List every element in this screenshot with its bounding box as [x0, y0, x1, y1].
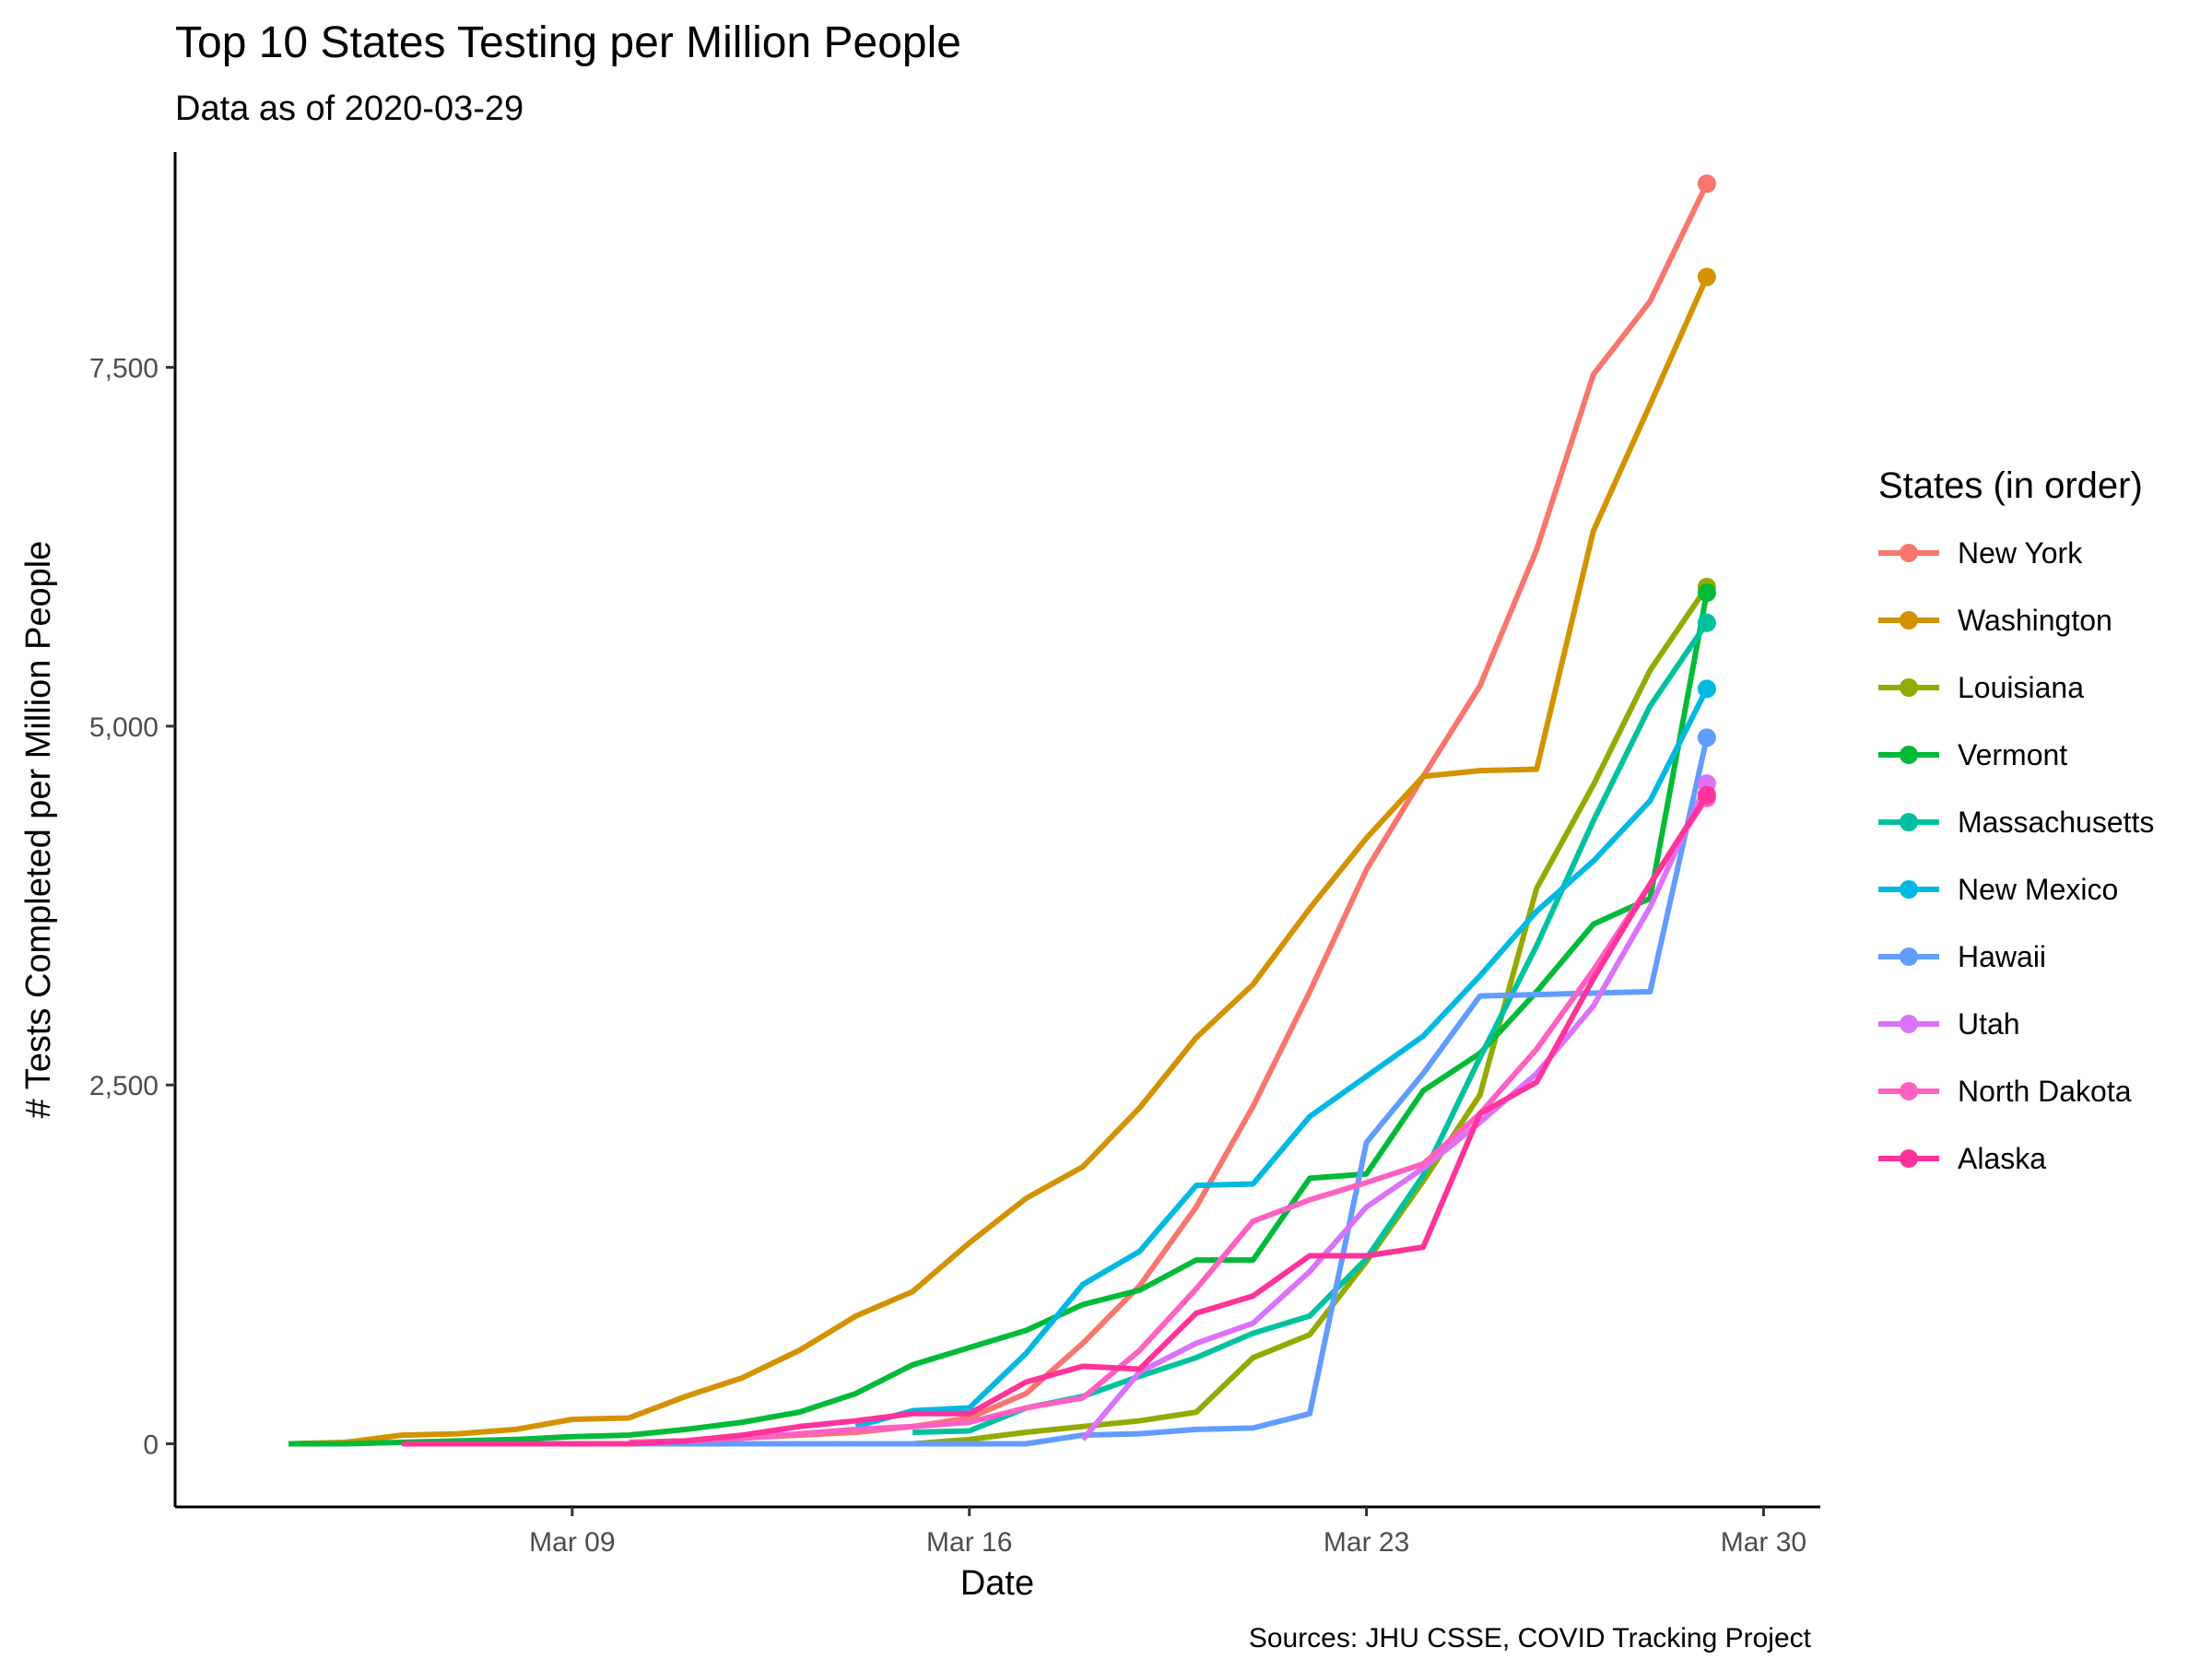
series-line-hawaii	[515, 736, 1710, 1447]
legend-item-louisiana: Louisiana	[1878, 671, 2084, 704]
series-washington	[288, 267, 1716, 1447]
legend-label: Alaska	[1958, 1142, 2046, 1175]
x-tick-label: Mar 23	[1324, 1527, 1409, 1558]
legend-label: Hawaii	[1958, 940, 2046, 973]
series-utah	[1080, 774, 1716, 1441]
legend-item-new-york: New York	[1878, 536, 2083, 570]
y-tick-label: 2,500	[89, 1071, 159, 1101]
series-line-new-mexico	[854, 688, 1710, 1430]
legend-item-massachusetts: Massachusetts	[1878, 806, 2154, 839]
legend-item-alaska: Alaska	[1878, 1142, 2046, 1175]
series-line-washington	[288, 276, 1710, 1447]
legend: States (in order) New York Washington Loui…	[1878, 465, 2154, 1175]
legend-key-point	[1900, 1015, 1918, 1033]
end-point-new-york	[1697, 174, 1716, 194]
legend-key-point	[1900, 880, 1918, 899]
x-axis-title: Date	[960, 1564, 1034, 1603]
series-line-new-york	[629, 182, 1710, 1445]
series-north-dakota	[629, 788, 1716, 1445]
chart-subtitle: Data as of 2020-03-29	[175, 89, 524, 128]
legend-key-point	[1900, 947, 1918, 966]
y-axis-title: # Tests Completed per Million People	[19, 541, 58, 1119]
end-point-new-mexico	[1697, 679, 1716, 699]
legend-item-hawaii: Hawaii	[1878, 940, 2046, 973]
chart-caption: Sources: JHU CSSE, COVID Tracking Projec…	[1249, 1623, 1812, 1653]
legend-label: New Mexico	[1958, 873, 2118, 906]
end-point-hawaii	[1697, 728, 1716, 747]
legend-key-point	[1900, 678, 1918, 697]
y-axis-ticks: 0 2,500 5,000 7,500	[89, 354, 175, 1460]
legend-label: Vermont	[1958, 738, 2067, 771]
legend-label: Utah	[1958, 1007, 2020, 1041]
y-tick-label: 7,500	[89, 354, 159, 384]
series-line-vermont	[288, 592, 1710, 1447]
legend-key-point	[1900, 746, 1918, 764]
series-new-york	[629, 174, 1716, 1445]
series-line-alaska	[402, 794, 1710, 1447]
legend-item-new-mexico: New Mexico	[1878, 873, 2118, 906]
legend-title: States (in order)	[1878, 465, 2143, 506]
legend-label: North Dakota	[1958, 1075, 2132, 1108]
y-tick-label: 0	[143, 1430, 159, 1460]
x-axis-ticks: Mar 09 Mar 16 Mar 23 Mar 30	[529, 1507, 1806, 1558]
chart-title: Top 10 States Testing per Million People	[175, 18, 961, 67]
x-tick-label: Mar 09	[529, 1527, 615, 1558]
legend-key-point	[1900, 813, 1918, 831]
end-point-vermont	[1697, 583, 1716, 603]
legend-item-utah: Utah	[1878, 1007, 2020, 1041]
y-tick-label: 5,000	[89, 712, 159, 743]
series-line-north-dakota	[629, 796, 1710, 1445]
legend-item-vermont: Vermont	[1878, 738, 2067, 771]
legend-key-point	[1900, 1082, 1918, 1100]
x-tick-label: Mar 30	[1721, 1527, 1806, 1558]
end-point-massachusetts	[1697, 613, 1716, 632]
end-point-washington	[1697, 267, 1716, 287]
series-massachusetts	[912, 613, 1716, 1436]
end-point-alaska	[1697, 785, 1716, 805]
series-new-mexico	[854, 679, 1716, 1430]
series-line-utah	[1080, 782, 1710, 1441]
series-line-massachusetts	[912, 621, 1710, 1436]
series-line-louisiana	[912, 585, 1710, 1447]
series-hawaii	[515, 728, 1716, 1447]
legend-label: Washington	[1958, 604, 2112, 637]
legend-label: Massachusetts	[1958, 806, 2154, 839]
series-alaska	[402, 785, 1716, 1447]
legend-label: New York	[1958, 536, 2083, 570]
series-vermont	[288, 583, 1716, 1447]
legend-label: Louisiana	[1958, 671, 2084, 704]
plot-area	[288, 174, 1716, 1447]
legend-item-north-dakota: North Dakota	[1878, 1075, 2132, 1108]
legend-key-point	[1900, 611, 1918, 629]
x-tick-label: Mar 16	[926, 1527, 1012, 1558]
legend-key-point	[1900, 544, 1918, 562]
legend-key-point	[1900, 1149, 1918, 1168]
legend-item-washington: Washington	[1878, 604, 2112, 637]
